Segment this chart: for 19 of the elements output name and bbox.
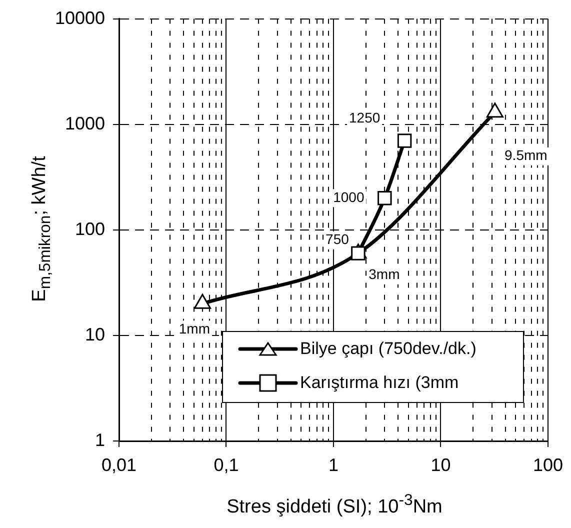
annotation: 1000 bbox=[333, 188, 364, 205]
y-tick-label: 1 bbox=[94, 430, 105, 450]
x-tick-label: 0,01 bbox=[101, 454, 137, 475]
annotation: 3mm bbox=[368, 266, 400, 282]
x-tick-label: 0,1 bbox=[214, 454, 239, 475]
x-tick-label: 1 bbox=[328, 454, 338, 475]
legend-label: Bilye çapı (750dev./dk.) bbox=[300, 339, 476, 359]
y-tick-label: 10 bbox=[84, 324, 105, 344]
x-axis-title: Stres şiddeti (SI); 10$^{-3}$Nm bbox=[226, 492, 444, 518]
x-tick-label: 10 bbox=[430, 454, 451, 475]
y-tick-label: 1000 bbox=[64, 113, 105, 134]
annotation: 1mm bbox=[178, 320, 210, 337]
annotation: 1250 bbox=[348, 110, 380, 126]
y-tick-label: 10000 bbox=[54, 8, 105, 28]
annotation: 750 bbox=[326, 231, 350, 248]
annotation: 9.5mm bbox=[504, 147, 548, 164]
x-tick-label: 100 bbox=[532, 454, 564, 475]
y-tick-label: 100 bbox=[74, 218, 105, 239]
legend-label: Karıştırma hızı (3mm bbox=[300, 373, 459, 393]
